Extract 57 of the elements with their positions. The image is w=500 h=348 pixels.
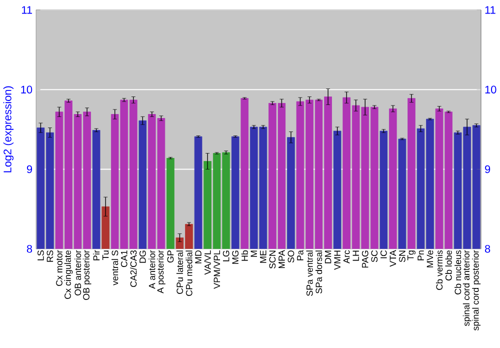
x-tick-label: Pn [418,250,424,260]
x-tick-label: VA/VL [204,250,211,275]
x-tick-label: A anterior [148,250,156,289]
x-tick-label: Tu [102,250,109,260]
x-tick-label: Pa [297,250,304,260]
y2-tick-label: 10 [485,86,496,94]
x-tick-label: VPM/VPL [214,250,220,289]
x-tick-label: DM [324,250,332,264]
x-tick-label: Cx motor [56,250,62,286]
y-tick-label: 8 [26,244,32,253]
x-tick-label: SPa ventral [306,250,313,296]
x-tick-label: ventral S [112,250,118,286]
x-tick-label: OB anterior [74,250,82,296]
x-tick-label: MPA [278,250,285,268]
x-tick-label: LH [352,250,359,261]
x-tick-label: PAG [362,250,368,268]
y-axis-title: Log2 (expression) [3,86,14,172]
y-tick-label: 10 [21,86,32,94]
x-tick-label: CA1 [120,250,128,267]
x-tick-label: IC [380,250,387,258]
x-tick-label: A posterior [157,250,166,294]
x-tick-label: Tg [407,250,416,260]
x-tick-label: RS [46,250,54,262]
x-tick-label: MG [232,250,239,264]
x-tick-label: LG [222,250,230,262]
x-tick-label: SC [371,250,378,262]
y-tick-label: 9 [26,165,32,173]
x-tick-label: SPa dorsal [315,250,322,294]
x-tick-label: CPu medial [186,250,192,296]
x-tick-label: SN [399,250,406,262]
x-tick-label: GP [167,250,174,262]
x-tick-label: SO [288,250,294,262]
x-tick-label: MD [195,250,202,264]
y2-tick-label: 11 [485,6,496,14]
x-tick-label: LS [38,250,44,260]
x-tick-label: VTA [390,250,396,267]
x-tick-label: spinal cord posterior [472,250,481,330]
x-tick-label: spinal cord anterior [462,250,472,326]
x-tick-label: Hb [241,250,248,261]
x-tick-label: SCN [269,250,276,268]
x-tick-label: Cx cingulate [64,250,73,299]
x-tick-label: DG [139,250,146,263]
x-tick-label: Cb lobe [445,250,452,280]
x-tick-label: M [250,250,257,257]
y-tick-label: 11 [22,6,32,14]
x-tick-label: MVe [426,250,434,268]
x-tick-label: ME [260,250,266,263]
x-tick-label: OB posterior [82,250,92,300]
x-tick-label: Pir [93,250,100,260]
y2-tick-label: 8 [484,244,490,253]
x-tick-label: Arc [343,250,350,264]
x-tick-label: Cb vermis [436,250,443,290]
x-tick-label: CPu lateral [176,250,184,294]
x-tick-label: CA2/CA3 [130,250,137,287]
y2-tick-label: 9 [485,165,490,173]
x-tick-label: Cb nucleus [454,250,462,294]
x-tick-label: VMH [334,250,340,270]
